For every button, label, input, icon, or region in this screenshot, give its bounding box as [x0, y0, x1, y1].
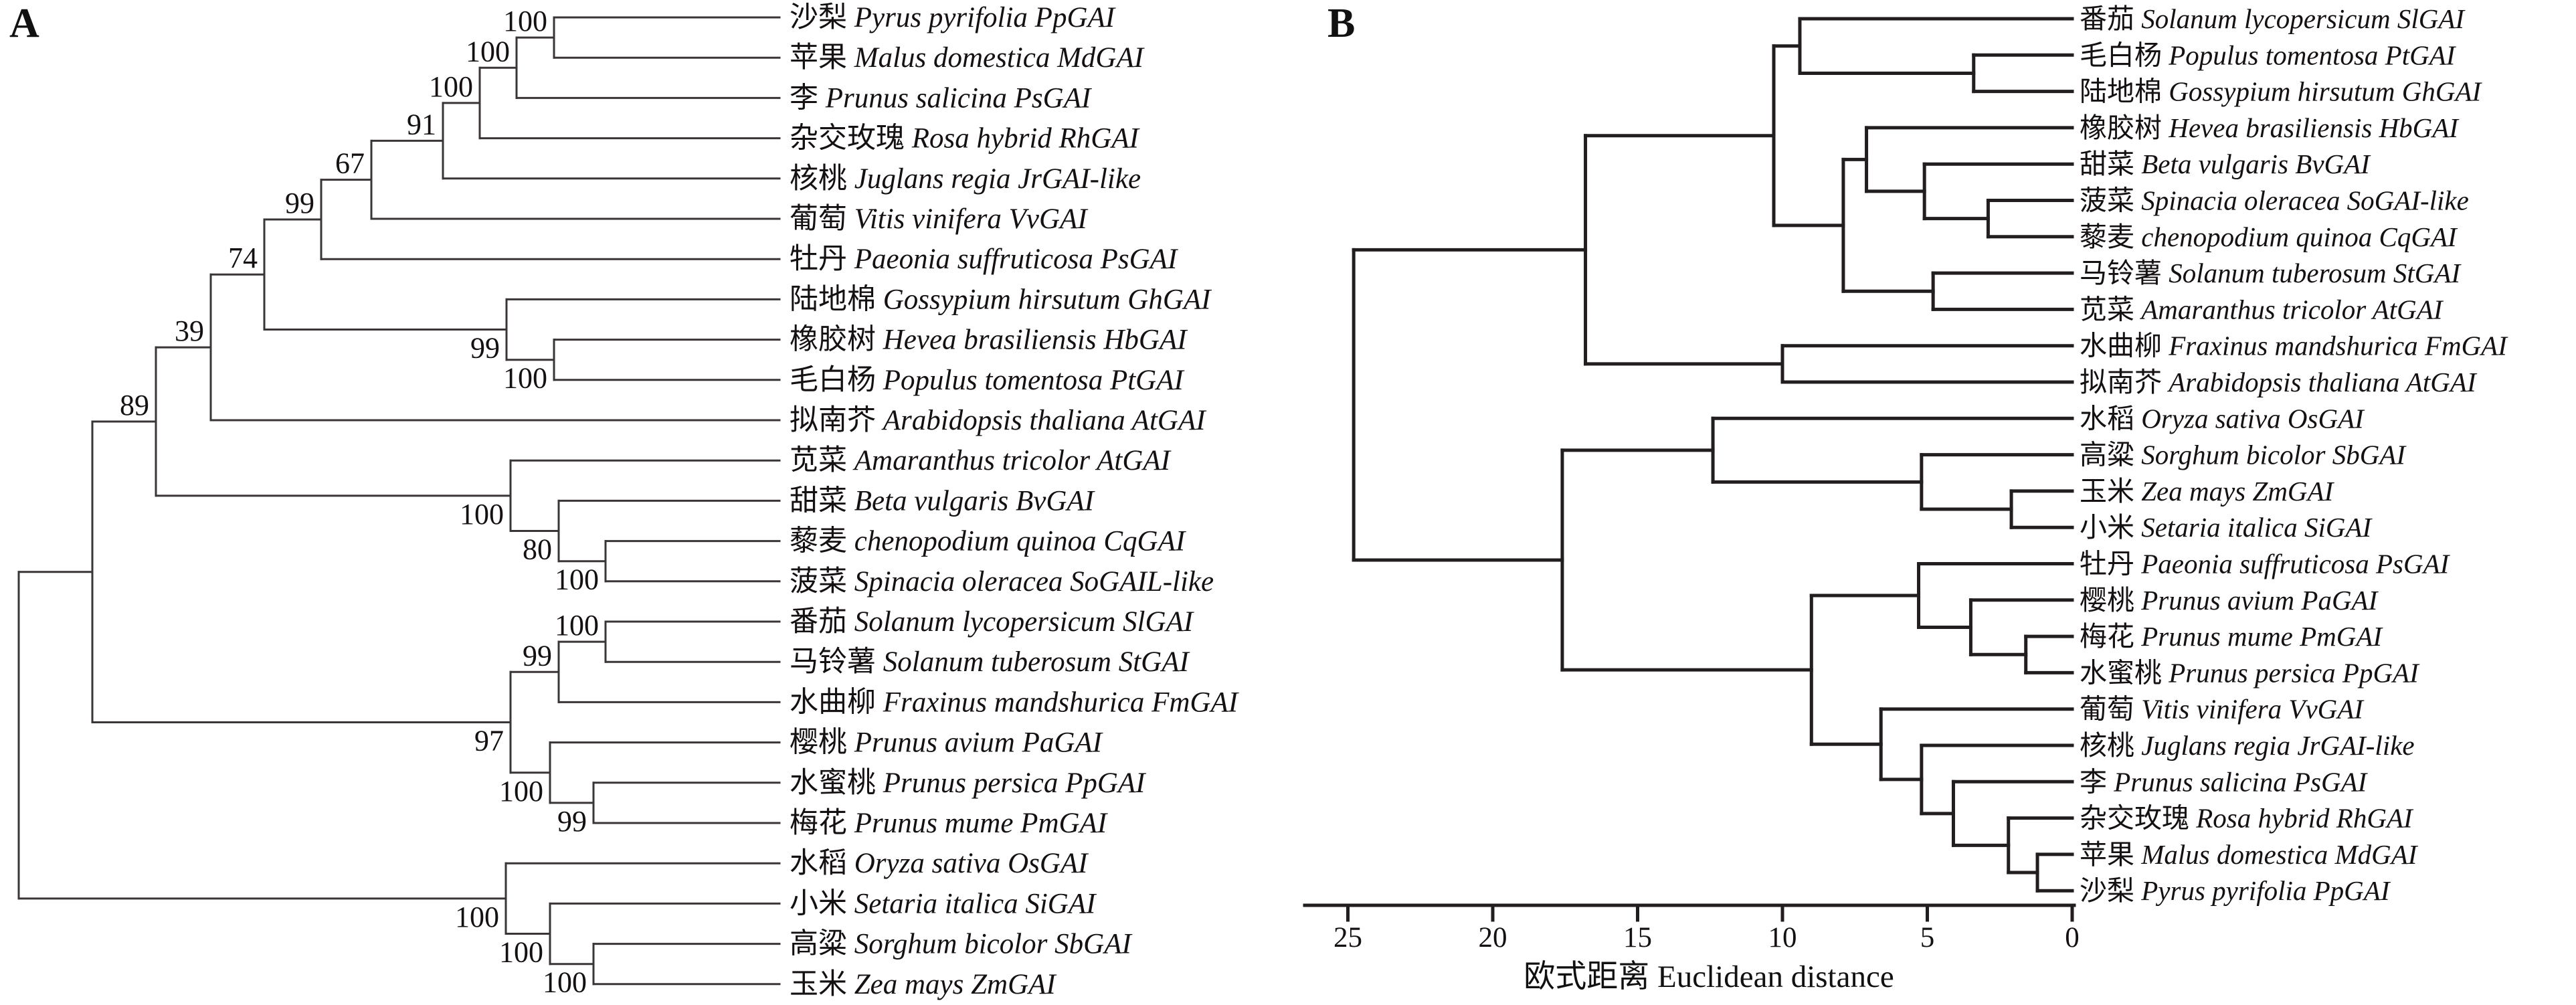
species-label: 水曲柳 Fraxinus mandshurica FmGAI [790, 687, 1239, 718]
bootstrap-value: 100 [499, 775, 543, 808]
species-label: 马铃薯 Solanum tuberosum StGAI [2080, 258, 2462, 288]
axis-tick-label: 25 [1333, 922, 1362, 953]
bootstrap-value: 67 [335, 147, 365, 180]
species-label: 玉米 Zea mays ZmGAI [790, 968, 1056, 1000]
species-label: 高粱 Sorghum bicolor SbGAI [2080, 440, 2407, 470]
species-label: 番茄 Solanum lycopersicum SlGAI [2080, 3, 2466, 34]
species-label: 李 Prunus salicina PsGAI [790, 82, 1092, 114]
species-label: 苋菜 Amaranthus tricolor AtGAI [790, 445, 1172, 476]
species-label: 苋菜 Amaranthus tricolor AtGAI [2080, 294, 2444, 325]
species-label: 樱桃 Prunus avium PaGAI [790, 727, 1103, 758]
species-label: 藜麦 chenopodium quinoa CqGAI [2080, 221, 2458, 252]
bootstrap-value: 99 [523, 639, 552, 672]
bootstrap-value: 99 [285, 187, 314, 219]
bootstrap-value: 100 [503, 362, 547, 395]
bootstrap-value: 100 [455, 901, 499, 933]
species-label: 牡丹 Paeonia suffruticosa PsGAI [2080, 549, 2451, 579]
species-label: 梅花 Prunus mume PmGAI [790, 808, 1108, 839]
species-label: 核桃 Juglans regia JrGAI-like [2080, 730, 2415, 761]
panel-a-letter: A [9, 1, 39, 46]
axis-tick-label: 10 [1768, 922, 1797, 953]
species-label: 葡萄 Vitis vinifera VvGAI [2080, 694, 2365, 725]
bootstrap-value: 100 [429, 70, 473, 103]
species-label: 毛白杨 Populus tomentosa PtGAI [2080, 39, 2457, 70]
bootstrap-value: 99 [557, 805, 587, 838]
bootstrap-value: 39 [175, 314, 204, 347]
species-label: 水稻 Oryza sativa OsGAI [790, 848, 1089, 879]
species-label: 核桃 Juglans regia JrGAI-like [790, 163, 1141, 194]
species-label: 杂交玫瑰 Rosa hybrid RhGAI [790, 122, 1140, 154]
panel-b-letter: B [1327, 1, 1356, 46]
species-label: 菠菜 Spinacia oleracea SoGAI-like [2080, 185, 2469, 216]
species-label: 樱桃 Prunus avium PaGAI [2080, 585, 2379, 616]
species-label: 甜菜 Beta vulgaris BvGAI [2080, 149, 2371, 179]
bootstrap-value: 91 [407, 108, 436, 141]
species-label: 毛白杨 Populus tomentosa PtGAI [790, 364, 1184, 395]
axis-tick-label: 0 [2065, 922, 2080, 953]
species-label: 杂交玫瑰 Rosa hybrid RhGAI [2080, 803, 2414, 834]
bootstrap-value: 100 [555, 609, 599, 642]
euclidean-distance-axis: 25 20 15 10 5 0 [1303, 903, 2080, 953]
species-label: 小米 Setaria italica SiGAI [2080, 512, 2373, 543]
axis-tick-label: 15 [1623, 922, 1652, 953]
bootstrap-value: 100 [466, 35, 510, 68]
bootstrap-value: 89 [120, 389, 149, 422]
bootstrap-value: 100 [499, 936, 543, 969]
species-label: 梅花 Prunus mume PmGAI [2080, 621, 2383, 652]
species-label: 陆地棉 Gossypium hirsutum GhGAI [2080, 76, 2483, 107]
bootstrap-value: 100 [555, 563, 599, 596]
species-label: 李 Prunus salicina PsGAI [2080, 766, 2369, 797]
species-label: 水蜜桃 Prunus persica PpGAI [2080, 657, 2420, 688]
bootstrap-value: 100 [503, 5, 547, 37]
species-label: 水蜜桃 Prunus persica PpGAI [790, 767, 1146, 798]
bootstrap-value: 99 [470, 332, 500, 365]
species-label: 苹果 Malus domestica MdGAI [790, 42, 1145, 74]
species-label: 水稻 Oryza sativa OsGAI [2080, 403, 2365, 434]
bootstrap-value: 97 [474, 725, 504, 757]
species-label: 陆地棉 Gossypium hirsutum GhGAI [790, 284, 1212, 315]
species-label: 沙梨 Pyrus pyrifolia PpGAI [2080, 875, 2391, 906]
species-label: 葡萄 Vitis vinifera VvGAI [790, 203, 1088, 235]
species-label: 小米 Setaria italica SiGAI [790, 888, 1097, 919]
bootstrap-value: 100 [543, 966, 587, 999]
euclidean-distance-axis-title: 欧式距离 Euclidean distance [1524, 960, 1894, 994]
species-label: 水曲柳 Fraxinus mandshurica FmGAI [2080, 331, 2508, 361]
species-label: 橡胶树 Hevea brasiliensis HbGAI [2080, 112, 2460, 143]
species-label: 菠菜 Spinacia oleracea SoGAIL-like [790, 565, 1214, 597]
species-label: 玉米 Zea mays ZmGAI [2080, 476, 2335, 507]
species-label: 藜麦 chenopodium quinoa CqGAI [790, 525, 1186, 557]
species-label: 橡胶树 Hevea brasiliensis HbGAI [790, 323, 1188, 355]
panel-b-dendrogram: 番茄 Solanum lycopersicum SlGAI 毛白杨 Populus… [1352, 3, 2508, 906]
bootstrap-value: 80 [523, 533, 552, 566]
species-label: 高粱 Sorghum bicolor SbGAI [790, 928, 1132, 960]
species-label: 沙梨 Pyrus pyrifolia PpGAI [790, 2, 1116, 33]
species-label: 马铃薯 Solanum tuberosum StGAI [790, 646, 1190, 678]
species-label: 甜菜 Beta vulgaris BvGAI [790, 485, 1095, 517]
species-label: 牡丹 Paeonia suffruticosa PsGAI [790, 244, 1178, 275]
bootstrap-value: 74 [228, 242, 258, 274]
species-label: 拟南芥 Arabidopsis thaliana AtGAI [2080, 367, 2478, 397]
panel-a-phylogenetic-tree: 1001001009167991009974391008010089100999… [17, 2, 1239, 1000]
species-label: 拟南芥 Arabidopsis thaliana AtGAI [790, 405, 1206, 436]
bootstrap-value: 100 [460, 498, 504, 531]
species-label: 苹果 Malus domestica MdGAI [2080, 839, 2419, 870]
axis-tick-label: 5 [1920, 922, 1935, 953]
species-label: 番茄 Solanum lycopersicum SlGAI [790, 606, 1194, 638]
axis-tick-label: 20 [1479, 922, 1507, 953]
